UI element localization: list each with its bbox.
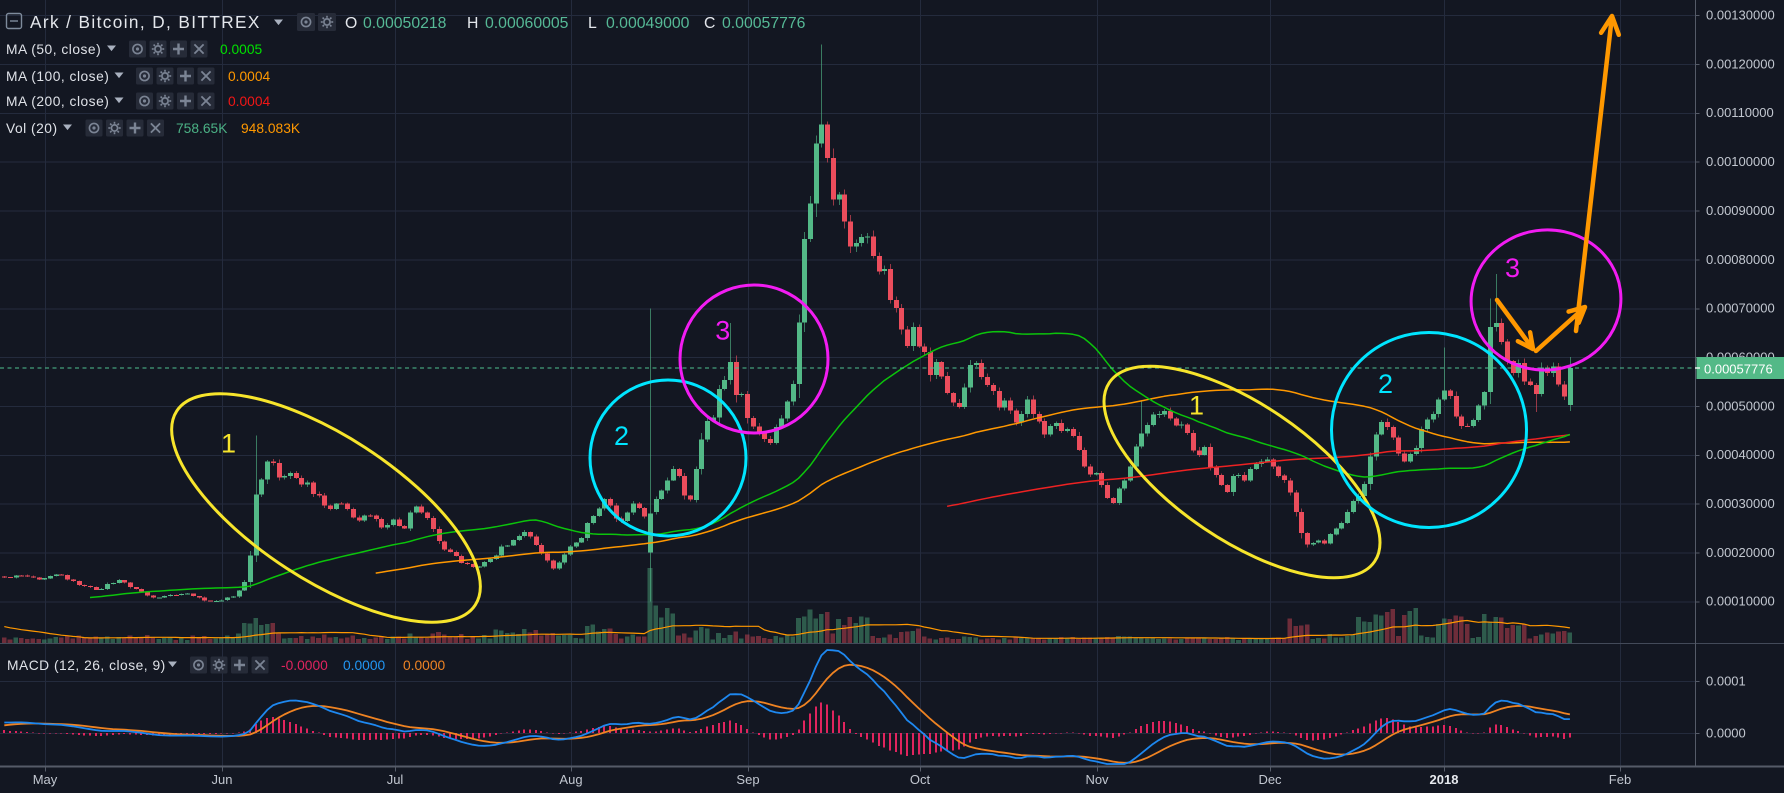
svg-text:0.00049000: 0.00049000 bbox=[606, 15, 690, 32]
svg-text:Dec: Dec bbox=[1258, 772, 1282, 787]
svg-text:0.00057776: 0.00057776 bbox=[1704, 362, 1773, 377]
svg-text:Aug: Aug bbox=[559, 772, 582, 787]
svg-text:0.00070000: 0.00070000 bbox=[1706, 301, 1775, 316]
svg-text:0.00040000: 0.00040000 bbox=[1706, 447, 1775, 462]
svg-text:0.00080000: 0.00080000 bbox=[1706, 252, 1775, 267]
svg-text:1: 1 bbox=[221, 429, 236, 459]
svg-text:758.65K: 758.65K bbox=[176, 121, 228, 136]
svg-text:C: C bbox=[704, 15, 715, 32]
svg-text:-0.0000: -0.0000 bbox=[281, 658, 328, 673]
svg-text:3: 3 bbox=[715, 316, 730, 346]
svg-text:0.00030000: 0.00030000 bbox=[1706, 496, 1775, 511]
svg-text:Vol (20): Vol (20) bbox=[6, 121, 58, 136]
svg-text:Nov: Nov bbox=[1085, 772, 1109, 787]
svg-text:0.0001: 0.0001 bbox=[1706, 673, 1746, 688]
svg-text:MA (200, close): MA (200, close) bbox=[6, 94, 109, 109]
svg-text:MA (100, close): MA (100, close) bbox=[6, 69, 109, 84]
svg-text:0.0004: 0.0004 bbox=[228, 69, 271, 84]
svg-text:3: 3 bbox=[1505, 253, 1520, 283]
svg-text:0.0000: 0.0000 bbox=[1706, 725, 1746, 740]
svg-text:Sep: Sep bbox=[736, 772, 759, 787]
svg-text:0.0000: 0.0000 bbox=[403, 658, 446, 673]
svg-text:H: H bbox=[467, 15, 478, 32]
svg-text:Jun: Jun bbox=[212, 772, 233, 787]
svg-text:0.00090000: 0.00090000 bbox=[1706, 203, 1775, 218]
svg-text:0.00050000: 0.00050000 bbox=[1706, 398, 1775, 413]
svg-text:L: L bbox=[588, 15, 597, 32]
svg-text:Feb: Feb bbox=[1609, 772, 1631, 787]
svg-text:Oct: Oct bbox=[910, 772, 931, 787]
svg-text:0.0000: 0.0000 bbox=[343, 658, 386, 673]
svg-text:2: 2 bbox=[614, 421, 629, 451]
svg-text:MACD (12, 26, close, 9): MACD (12, 26, close, 9) bbox=[7, 658, 166, 673]
svg-text:1: 1 bbox=[1189, 391, 1204, 421]
svg-text:0.00100000: 0.00100000 bbox=[1706, 154, 1775, 169]
svg-text:2018: 2018 bbox=[1430, 772, 1459, 787]
svg-text:2: 2 bbox=[1378, 369, 1393, 399]
svg-text:O: O bbox=[345, 15, 357, 32]
svg-text:0.00130000: 0.00130000 bbox=[1706, 8, 1775, 23]
svg-text:0.00020000: 0.00020000 bbox=[1706, 545, 1775, 560]
svg-text:0.00050218: 0.00050218 bbox=[363, 15, 447, 32]
svg-text:MA (50, close): MA (50, close) bbox=[6, 42, 101, 57]
svg-text:0.0005: 0.0005 bbox=[220, 42, 263, 57]
svg-text:0.00060005: 0.00060005 bbox=[485, 15, 569, 32]
svg-text:May: May bbox=[33, 772, 58, 787]
svg-text:0.00110000: 0.00110000 bbox=[1706, 105, 1774, 120]
svg-text:0.0004: 0.0004 bbox=[228, 94, 271, 109]
svg-text:0.00057776: 0.00057776 bbox=[722, 15, 806, 32]
svg-text:948.083K: 948.083K bbox=[241, 121, 301, 136]
svg-text:0.00120000: 0.00120000 bbox=[1706, 56, 1775, 71]
svg-text:Jul: Jul bbox=[387, 772, 404, 787]
svg-text:Ark / Bitcoin, D, BITTREX: Ark / Bitcoin, D, BITTREX bbox=[30, 12, 261, 32]
svg-text:0.00010000: 0.00010000 bbox=[1706, 594, 1775, 609]
